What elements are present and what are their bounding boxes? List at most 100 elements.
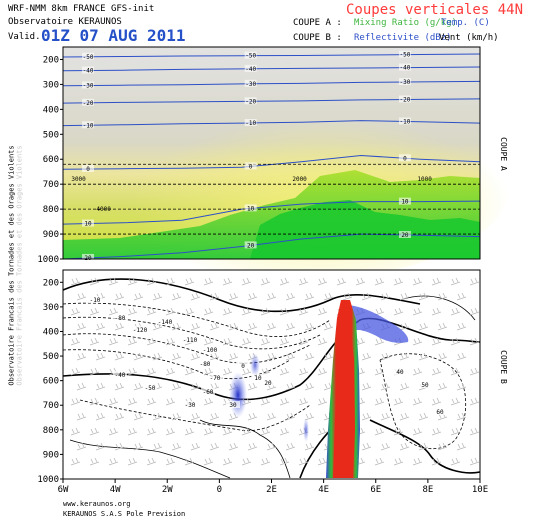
wind-barb (184, 457, 195, 466)
wind-barb (222, 277, 233, 286)
wind-barb (399, 292, 410, 301)
level-label: 1000 (417, 176, 432, 183)
wind-barb (76, 352, 87, 361)
wind-barb (228, 442, 239, 451)
wind-barb (399, 352, 410, 361)
wind-barb (108, 457, 119, 466)
wind-barb (285, 382, 296, 391)
observatory-name: Observatoire KERAUNOS (8, 17, 122, 27)
wind-barb (241, 457, 252, 466)
wind-barb (165, 427, 176, 436)
contour-label-bg (418, 381, 432, 388)
coupe-a-legend-label: COUPE A : (293, 18, 342, 28)
wind-barb (209, 292, 220, 301)
wind-barb (469, 427, 480, 436)
wind-barb (456, 352, 467, 361)
wind-barb (304, 442, 315, 451)
temperature-contour-label: -20 (245, 98, 256, 105)
wind-barb (431, 427, 442, 436)
refl-cell-west-upper (250, 353, 260, 377)
coupe-a-mix-legend: Mixing Ratio (g/kg) (354, 18, 457, 28)
wind-barb (89, 367, 100, 376)
wind-contour-label: 30 (229, 402, 237, 409)
wind-contour-label: -30 (185, 402, 196, 409)
wind-barb (456, 442, 467, 451)
wind-barb (222, 337, 233, 346)
wind-barb (114, 322, 125, 331)
coupe-b-legend-label: COUPE B : (293, 33, 342, 43)
wind-barb (418, 352, 429, 361)
wind-barb (165, 367, 176, 376)
wind-contour (62, 278, 421, 313)
wind-barb (279, 367, 290, 376)
refl-cell-west (229, 372, 247, 418)
wind-contour (199, 419, 291, 479)
y-tick-label: 800 (43, 426, 59, 436)
wind-barb (95, 352, 106, 361)
contour-label-bg (88, 296, 102, 303)
wind-barb (279, 457, 290, 466)
wind-barb (431, 337, 442, 346)
wind-barb (133, 382, 144, 391)
wind-barb (380, 382, 391, 391)
wind-barb (203, 457, 214, 466)
wind-barb (323, 352, 334, 361)
contour-label-bg (244, 204, 257, 212)
wind-barb (222, 427, 233, 436)
wind-barb (190, 442, 201, 451)
wind-barb (469, 277, 480, 286)
wind-barb (285, 292, 296, 301)
wind-barb (171, 412, 182, 421)
x-tick-label: 4E (318, 485, 329, 495)
wind-barb (222, 457, 233, 466)
wind-barb (133, 292, 144, 301)
wind-barb (209, 442, 220, 451)
wind-barb (279, 427, 290, 436)
wind-barb (431, 307, 442, 316)
wind-barb (298, 367, 309, 376)
wind-barb (418, 322, 429, 331)
contour-label-bg (393, 368, 407, 375)
wind-barb (247, 382, 258, 391)
wind-barb (450, 457, 461, 466)
wind-contour-label: -80 (115, 315, 126, 322)
wind-barb (298, 397, 309, 406)
wind-barb (171, 352, 182, 361)
wind-barb (412, 307, 423, 316)
contour-label-bg (158, 318, 172, 325)
wind-barb (89, 397, 100, 406)
y-tick-label: 300 (43, 80, 59, 90)
contour-label-bg (226, 401, 240, 408)
wind-barb (304, 322, 315, 331)
wind-barb (304, 382, 315, 391)
temperature-contour-label: -10 (245, 120, 256, 127)
contour-label-bg (398, 63, 411, 71)
wind-barb (108, 427, 119, 436)
contour-label-bg (244, 51, 257, 59)
wind-barb (317, 427, 328, 436)
contour-label-bg (244, 79, 257, 87)
x-tick-label: 6W (58, 485, 69, 495)
wind-contour-label: -140 (158, 319, 173, 326)
wind-barb (298, 457, 309, 466)
y-tick-label: 800 (43, 205, 59, 215)
wind-barb (95, 322, 106, 331)
wind-barb (127, 337, 138, 346)
wind-barb (374, 277, 385, 286)
wind-barb (108, 307, 119, 316)
wind-barb (114, 352, 125, 361)
wind-barb (127, 457, 138, 466)
temperature-contour-label: 0 (249, 163, 253, 170)
wind-barb (190, 352, 201, 361)
wind-barb (266, 352, 277, 361)
wind-barb (456, 382, 467, 391)
wind-barb (361, 352, 372, 361)
wind-barb (355, 337, 366, 346)
footer-website: www.keraunos.org (63, 500, 131, 508)
wind-barb (146, 337, 157, 346)
wind-barb (70, 457, 81, 466)
wind-barb (89, 337, 100, 346)
coupe-b-wind-legend: Vent (km/h) (439, 33, 499, 43)
wind-barb (412, 277, 423, 286)
wind-barb (431, 397, 442, 406)
